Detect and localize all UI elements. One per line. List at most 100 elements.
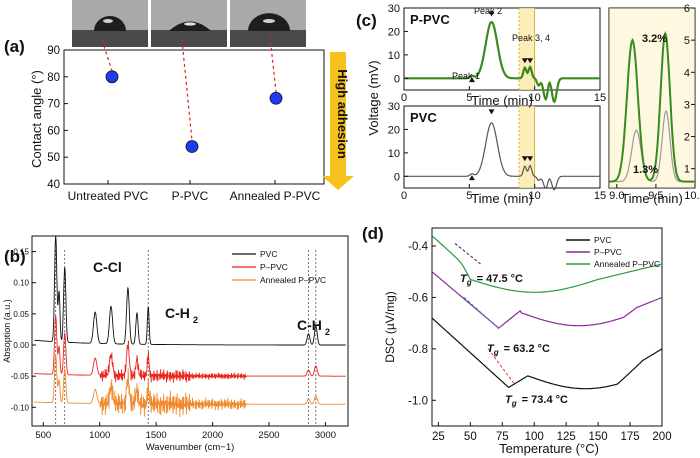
panel-c-inset: 1 2 3 4 5 6 9.0 9.5 10.0 bbox=[608, 3, 700, 202]
panel-a-letter: (a) bbox=[4, 37, 25, 56]
c-inset-ytick-label: 2 bbox=[684, 132, 690, 144]
d-xtick-label: 150 bbox=[589, 431, 608, 443]
high-adhesion-arrow: High adhesion bbox=[322, 52, 354, 190]
d-xtick-label: 25 bbox=[432, 431, 445, 443]
c-ytick-label: 10 bbox=[388, 50, 400, 62]
a-guide-line bbox=[101, 39, 113, 71]
d-tg-symbol: T bbox=[505, 394, 513, 406]
c-peak-marker bbox=[468, 175, 475, 181]
a-ytick-label: 90 bbox=[47, 45, 60, 57]
b-ytick-label: -0.05 bbox=[11, 372, 30, 381]
panel-b-series bbox=[34, 235, 346, 418]
c-ytick-label: 20 bbox=[388, 124, 400, 136]
droplet-photo-p-pvc bbox=[151, 0, 227, 47]
high-adhesion-label: High adhesion bbox=[335, 69, 350, 159]
panel-b-y-ticks: -0.10 -0.05 0.00 0.05 0.10 0.15 bbox=[11, 248, 36, 412]
c-h2-label-2: C-H bbox=[297, 317, 322, 333]
c-xtick-label: 0 bbox=[401, 190, 407, 202]
panel-d-y-label: DSC (µV/mg) bbox=[383, 291, 397, 363]
b-ytick-label: 0.05 bbox=[13, 310, 29, 319]
c-cl-annotation: C-Cl bbox=[93, 259, 122, 275]
d-tg-label: Tg = 73.4 °C bbox=[505, 394, 568, 408]
panel-d-plot-frame bbox=[431, 227, 663, 427]
panel-d-ticks: -0.4 -0.6 -0.8 -1.0 25 50 75 100 125 150 175 200 bbox=[408, 241, 671, 443]
d-tangent-line bbox=[463, 297, 499, 329]
d-series-line bbox=[431, 235, 663, 293]
inset-gray-label: 1.3% bbox=[633, 164, 658, 176]
c-h2-label-1: C-H bbox=[165, 305, 190, 321]
c-inset-background bbox=[609, 8, 695, 188]
c-xtick-label: 0 bbox=[401, 92, 407, 104]
d-ytick-label: -0.6 bbox=[408, 292, 428, 304]
panel-c-traces bbox=[404, 20, 600, 191]
panel-a-plot-frame bbox=[63, 49, 325, 185]
c-inset-green-trace bbox=[608, 30, 695, 183]
d-ytick-label: -0.4 bbox=[408, 241, 428, 253]
d-ytick-label: -1.0 bbox=[408, 395, 428, 407]
d-xtick-label: 100 bbox=[525, 431, 544, 443]
panel-d-legend: PVC P–PVC Annealed P–PVC bbox=[566, 235, 660, 269]
d-tg-subscript: g bbox=[511, 399, 517, 408]
c-peak34-label: Peak 3, 4 bbox=[512, 33, 550, 43]
panel-b-letter: (b) bbox=[4, 247, 26, 266]
d-tg-subscript: g bbox=[493, 348, 499, 357]
a-ytick-label: 50 bbox=[47, 152, 60, 164]
c-h2-subscript-1: 2 bbox=[193, 315, 198, 325]
panel-d-series bbox=[431, 235, 663, 390]
a-point bbox=[105, 70, 119, 84]
panel-c-y-label: Voltage (mV) bbox=[366, 60, 381, 135]
p-pvc-label: P-PVC bbox=[410, 12, 450, 27]
panel-a: (a) 40 50 60 70 80 90 Untreated PVC P-PVC Annea… bbox=[4, 0, 354, 203]
c-peak-marker bbox=[468, 77, 475, 83]
a-xtick-label: P-PVC bbox=[172, 189, 209, 203]
b-ytick-label: 0.00 bbox=[13, 341, 29, 350]
c-xtick-label: 15 bbox=[594, 190, 606, 202]
inset-green-label: 3.2% bbox=[642, 33, 667, 45]
d-tg-value: = 63.2 °C bbox=[501, 343, 550, 355]
c-trace-0 bbox=[404, 20, 600, 104]
b-series-line bbox=[34, 354, 346, 418]
b-ytick-label: 0.10 bbox=[13, 279, 29, 288]
panel-d-letter: (d) bbox=[362, 224, 384, 243]
a-guide-line bbox=[181, 39, 193, 141]
panel-b-legend: PVC P–PVC Annealed P–PVC bbox=[232, 249, 326, 285]
a-ytick-label: 70 bbox=[47, 99, 60, 111]
d-legend-label: PVC bbox=[594, 235, 611, 245]
pvc-label: PVC bbox=[410, 110, 437, 125]
b-series-line bbox=[34, 235, 346, 346]
c-peak-marker bbox=[521, 156, 528, 162]
c-inset-xtick-label: 9.0 bbox=[609, 190, 624, 202]
d-tg-value: = 73.4 °C bbox=[519, 394, 568, 406]
d-ytick-label: -0.8 bbox=[408, 344, 428, 356]
panel-d: (d) -0.4 -0.6 -0.8 -1.0 25 50 75 100 125 150 175 20… bbox=[362, 224, 672, 456]
a-xtick-label: Annealed P-PVC bbox=[230, 189, 321, 203]
panel-d-x-label: Temperature (°C) bbox=[499, 441, 599, 456]
b-ytick-label: 0.15 bbox=[13, 248, 29, 257]
c-peak-marker bbox=[488, 11, 495, 17]
c-inset-ytick-label: 3 bbox=[684, 99, 690, 111]
b-xtick-label: 500 bbox=[35, 430, 51, 441]
b-xtick-label: 2500 bbox=[258, 430, 279, 441]
c-ytick-label: 30 bbox=[388, 101, 400, 113]
c-inset-xtick-label: 9.5 bbox=[648, 190, 663, 202]
d-xtick-label: 75 bbox=[496, 431, 509, 443]
panel-c-bottom-frame bbox=[403, 105, 601, 189]
b-xtick-label: 1000 bbox=[89, 430, 110, 441]
d-xtick-label: 175 bbox=[620, 431, 639, 443]
c-inset-ytick-label: 5 bbox=[684, 35, 690, 47]
c-h2-annotation-2: C-H 2 bbox=[297, 317, 330, 337]
panel-a-y-label: Contact angle (°) bbox=[29, 70, 44, 168]
c-xtick-label: 5 bbox=[466, 190, 472, 202]
a-ytick-label: 80 bbox=[47, 72, 60, 84]
d-tg-value: = 47.5 °C bbox=[474, 273, 523, 285]
a-point bbox=[185, 140, 199, 153]
c-xtick-label: 15 bbox=[594, 92, 606, 104]
d-legend-label: Annealed P–PVC bbox=[594, 259, 660, 269]
d-tg-label: Tg = 47.5 °C bbox=[460, 273, 523, 287]
c-xtick-label: 5 bbox=[466, 92, 472, 104]
a-ytick-label: 60 bbox=[47, 125, 60, 137]
d-legend-label: P–PVC bbox=[594, 247, 622, 257]
d-tg-symbol: T bbox=[460, 273, 468, 285]
b-legend-label: P–PVC bbox=[260, 262, 288, 272]
